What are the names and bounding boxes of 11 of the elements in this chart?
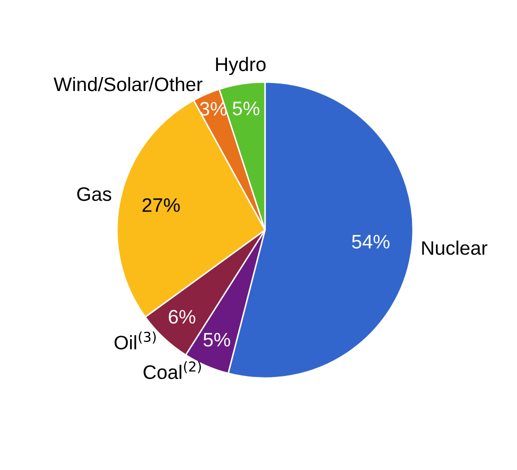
slice-label: Gas — [77, 187, 112, 201]
data-label: 5% — [204, 332, 230, 347]
slice-label: Hydro — [216, 56, 266, 76]
slice-label: Wind/Solar/Other — [54, 76, 202, 92]
data-label: 54% — [352, 234, 390, 249]
slice-label: Oil$^{(3)}$ — [114, 332, 156, 350]
data-label: 27% — [142, 198, 180, 212]
data-label: 6% — [168, 310, 196, 324]
slice-label: Nuclear — [422, 240, 488, 255]
slice-label: Coal$^{(2)}$ — [144, 361, 201, 380]
data-label: 5% — [232, 102, 260, 116]
